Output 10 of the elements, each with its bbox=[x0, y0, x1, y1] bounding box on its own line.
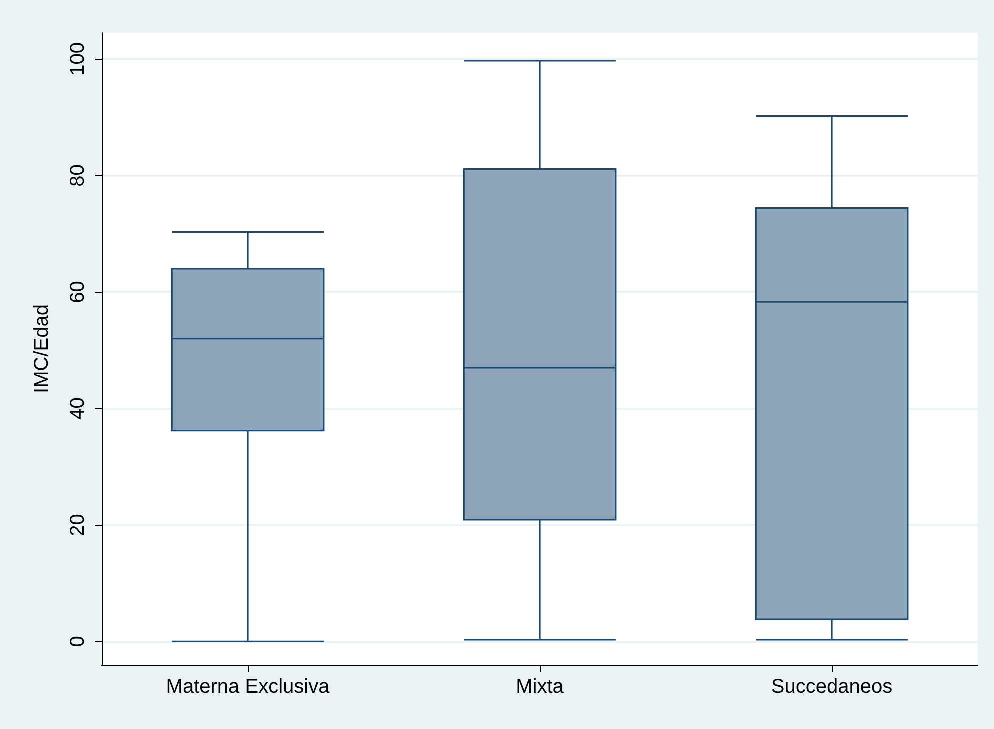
y-tick-label: 40 bbox=[67, 398, 89, 420]
y-tick-label: 60 bbox=[67, 281, 89, 304]
y-tick-label: 0 bbox=[67, 636, 89, 648]
y-tick-label: 100 bbox=[67, 42, 89, 76]
x-tick-label: Mixta bbox=[516, 676, 565, 698]
y-tick-label: 20 bbox=[67, 514, 89, 536]
y-tick-label: 80 bbox=[67, 164, 89, 187]
x-tick-label: Materna Exclusiva bbox=[166, 676, 331, 698]
y-axis-title: IMC/Edad bbox=[31, 304, 53, 394]
x-tick-label: Succedaneos bbox=[771, 676, 893, 698]
